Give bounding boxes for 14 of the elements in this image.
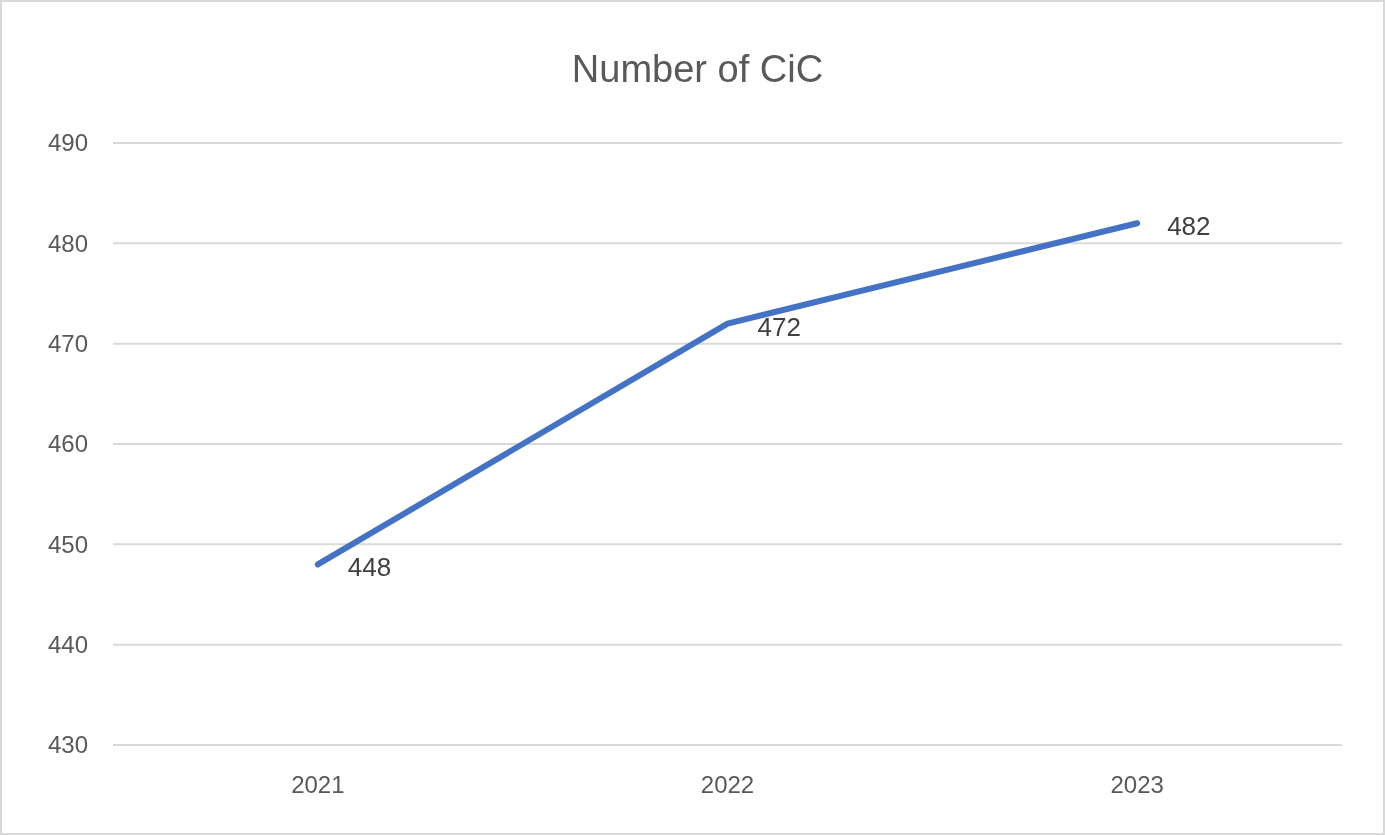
x-tick-label: 2021 (291, 771, 345, 798)
y-tick-label: 430 (47, 731, 88, 759)
x-tick-label: 2022 (700, 771, 755, 798)
data-label: 482 (1167, 211, 1211, 242)
data-label: 448 (347, 552, 392, 583)
y-tick-label: 450 (47, 530, 88, 558)
y-tick-label: 440 (47, 631, 88, 659)
y-tick-label: 460 (47, 430, 88, 458)
y-tick-label: 480 (47, 229, 88, 257)
x-tick-label: 2023 (1110, 771, 1164, 798)
y-tick-label: 470 (47, 330, 88, 358)
y-tick-label: 490 (47, 129, 88, 157)
data-label: 472 (757, 311, 801, 342)
chart-title: Number of CiC (571, 48, 824, 90)
